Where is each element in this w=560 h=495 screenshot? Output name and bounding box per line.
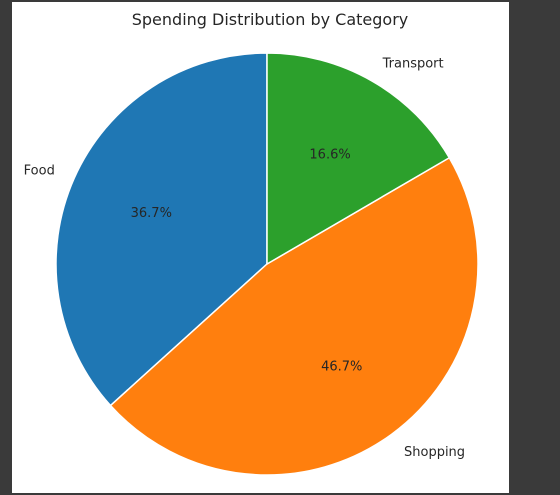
percent-label-food: 36.7% — [131, 206, 172, 221]
percent-label-transport: 16.6% — [309, 148, 350, 163]
pie-slice-transport — [266, 52, 451, 266]
pie-slices — [55, 52, 479, 476]
category-label-shopping: Shopping — [404, 445, 465, 460]
pie-labels: 36.7% Food 46.7% Shopping 16.6% Transport — [24, 56, 465, 460]
category-label-transport: Transport — [382, 56, 444, 71]
category-label-food: Food — [24, 163, 55, 178]
chart-title: Spending Distribution by Category — [132, 10, 409, 29]
percent-label-shopping: 46.7% — [321, 360, 362, 375]
pie-slice-shopping — [109, 156, 479, 476]
pie-slice-food — [55, 52, 268, 407]
